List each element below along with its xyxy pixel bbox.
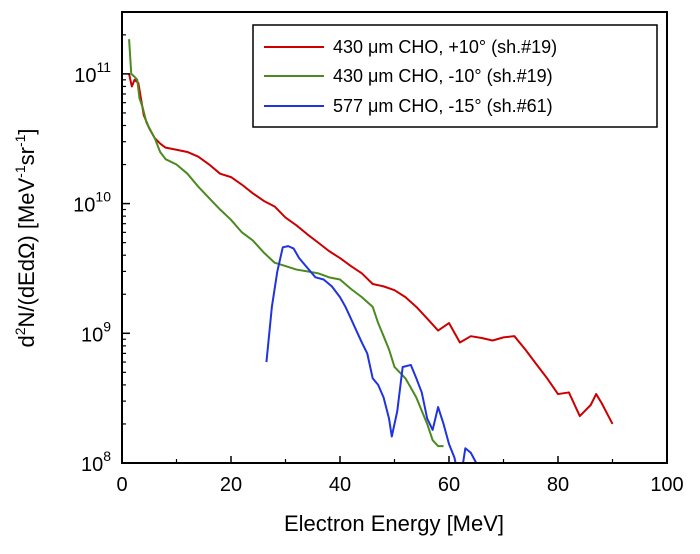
x-tick-label-5: 100 (650, 474, 683, 496)
series-line-1 (128, 73, 614, 425)
y-tick-label-0: 108 (81, 448, 111, 476)
legend-label-2: 430 μm CHO, -10° (sh.#19) (333, 66, 553, 86)
x-tick-label-3: 60 (438, 474, 460, 496)
y-tick-label-3: 1011 (74, 59, 111, 87)
series-line-2 (128, 39, 444, 448)
legend-label-1: 430 μm CHO, +10° (sh.#19) (333, 37, 557, 57)
y-axis-title: d2N/(dEdΩ) [MeV-1sr-1] (12, 128, 39, 347)
x-tick-label-4: 80 (547, 474, 569, 496)
y-axis: 108 109 1010 1011 (73, 11, 130, 476)
series-line-3 (265, 245, 478, 463)
x-axis-title: Electron Energy [MeV] (284, 511, 504, 536)
legend-label-3: 577 μm CHO, -15° (sh.#61) (333, 96, 553, 116)
y-tick-label-1: 109 (81, 318, 111, 346)
x-tick-label-0: 0 (116, 474, 127, 496)
x-tick-label-2: 40 (329, 474, 351, 496)
y-tick-label-2: 1010 (73, 189, 111, 217)
x-tick-label-1: 20 (220, 474, 242, 496)
x-axis: 0 20 40 60 80 100 (116, 456, 684, 496)
legend: 430 μm CHO, +10° (sh.#19) 430 μm CHO, -1… (252, 24, 658, 128)
series-layer (128, 39, 614, 463)
